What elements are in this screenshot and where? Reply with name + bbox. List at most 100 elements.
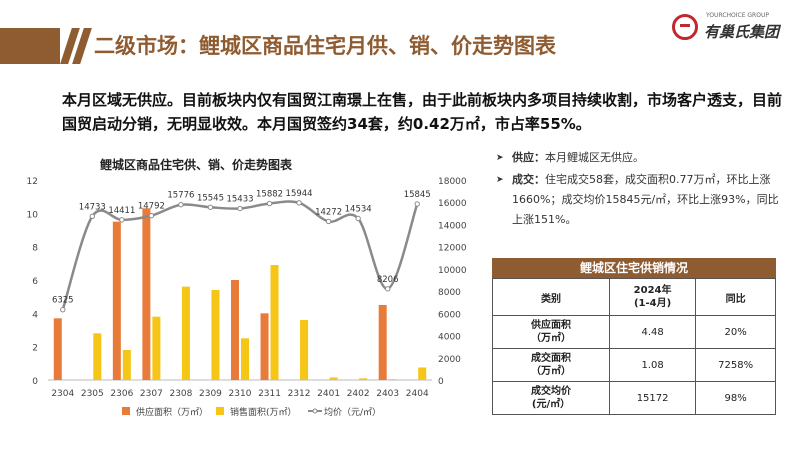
bar-supply bbox=[231, 280, 239, 380]
bar-sales bbox=[329, 377, 338, 380]
y-right-tick-label: 0 bbox=[438, 377, 444, 387]
bullet-key: 成交： bbox=[512, 173, 545, 186]
x-tick-label: 2305 bbox=[81, 389, 104, 399]
bullet-key: 供应： bbox=[512, 151, 545, 164]
bar-supply bbox=[112, 221, 121, 380]
legend-swatch bbox=[216, 407, 224, 415]
price-point bbox=[355, 215, 361, 222]
bar-sales bbox=[122, 350, 131, 380]
table-header-row: 类别 2024年 (1-4月) 同比 bbox=[492, 278, 776, 316]
supply-sales-table: 鲤城区住宅供销情况 类别 2024年 (1-4月) 同比 供应面积 （万㎡） 4… bbox=[492, 258, 776, 415]
x-tick-label: 2403 bbox=[376, 389, 399, 399]
bar-sales bbox=[388, 379, 397, 380]
bullet-text: 本月鲤城区无供应。 bbox=[545, 151, 644, 164]
row-label-main: 成交均价 bbox=[531, 386, 571, 397]
bar-sales bbox=[241, 338, 249, 380]
x-tick-label: 2404 bbox=[406, 389, 429, 399]
table-row: 成交均价 (元/㎡） 15172 98% bbox=[492, 381, 776, 415]
y-left-tick-label: 2 bbox=[32, 344, 38, 354]
y-left-tick-label: 4 bbox=[32, 310, 38, 320]
x-tick-label: 2308 bbox=[169, 389, 192, 399]
y-right-tick-label: 14000 bbox=[438, 221, 467, 231]
logo-chinese-text: 有巢氏集团 bbox=[704, 23, 780, 41]
bar-supply bbox=[378, 305, 387, 380]
price-data-label: 8206 bbox=[377, 275, 399, 285]
row-label: 供应面积 （万㎡） bbox=[492, 315, 610, 349]
header-yoy: 同比 bbox=[695, 278, 776, 316]
header-accent-bar bbox=[0, 28, 60, 64]
y-right-tick-label: 12000 bbox=[438, 244, 467, 254]
legend-label: 供应面积（万㎡） bbox=[136, 406, 208, 418]
bullet-supply: ➤ 供应：本月鲤城区无供应。 bbox=[496, 148, 786, 168]
header-year: 2024年 bbox=[633, 285, 672, 296]
y-left-tick-label: 6 bbox=[32, 277, 38, 287]
price-data-label: 15545 bbox=[197, 193, 224, 203]
x-tick-label: 2309 bbox=[199, 389, 222, 399]
row-label-main: 成交面积 bbox=[531, 353, 571, 364]
table-row: 成交面积 （万㎡） 1.08 7258% bbox=[492, 348, 776, 382]
price-data-label: 14733 bbox=[79, 202, 106, 212]
row-value: 4.48 bbox=[608, 315, 697, 349]
price-data-label: 15944 bbox=[286, 189, 313, 199]
company-logo: YOURCHOICE GROUP 有巢氏集团 bbox=[672, 10, 792, 46]
price-data-label: 15845 bbox=[404, 190, 431, 200]
x-tick-label: 2311 bbox=[258, 389, 281, 399]
data-table: 类别 2024年 (1-4月) 同比 供应面积 （万㎡） 4.48 20% 成交… bbox=[492, 278, 776, 415]
y-right-tick-label: 8000 bbox=[438, 288, 461, 298]
price-data-label: 14534 bbox=[345, 205, 372, 215]
page-header: 二级市场：鲤城区商品住宅月供、销、价走势图表 YOURCHOICE GROUP … bbox=[0, 0, 798, 74]
table-title: 鲤城区住宅供销情况 bbox=[492, 258, 776, 278]
page-title: 二级市场：鲤城区商品住宅月供、销、价走势图表 bbox=[94, 34, 556, 58]
arrow-bullet-icon: ➤ bbox=[496, 153, 504, 163]
row-label-unit: （万㎡） bbox=[531, 366, 571, 377]
x-tick-label: 2312 bbox=[288, 389, 311, 399]
x-tick-label: 2307 bbox=[140, 389, 163, 399]
trend-chart: 0 2 4 6 8 10 12 0 2000 4000 6000 8000 10000 12000 1400… bbox=[27, 177, 467, 418]
price-point bbox=[414, 201, 420, 207]
y-right-tick-label: 16000 bbox=[438, 199, 467, 209]
bar-sales bbox=[359, 378, 368, 380]
intro-paragraph: 本月区域无供应。目前板块内仅有国贸江南璟上在售，由于此前板块内多项目持续收割，市… bbox=[62, 91, 783, 133]
price-point bbox=[89, 213, 96, 219]
price-point bbox=[237, 205, 243, 212]
bullet-deal: ➤ 成交：住宅成交58套，成交面积0.77万㎡，环比上涨1660%；成交均价15… bbox=[496, 170, 786, 230]
bar-sales bbox=[270, 265, 279, 380]
price-data-label: 15882 bbox=[256, 190, 283, 200]
y-left-tick-label: 0 bbox=[32, 377, 38, 387]
arrow-bullet-icon: ➤ bbox=[496, 175, 504, 185]
price-point bbox=[60, 307, 66, 313]
price-point bbox=[296, 200, 302, 206]
bullet-text: 住宅成交58套，成交面积0.77万㎡，环比上涨1660%；成交均价15845元/… bbox=[512, 173, 779, 226]
bar-sales bbox=[152, 316, 161, 380]
row-yoy: 7258% bbox=[695, 348, 776, 382]
price-data-label: 6325 bbox=[52, 296, 74, 306]
logo-mark-icon bbox=[672, 14, 698, 40]
chart-title: 鲤城区商品住宅供、销、价走势图表 bbox=[100, 158, 293, 172]
row-label: 成交面积 （万㎡） bbox=[492, 348, 610, 382]
price-point bbox=[207, 204, 214, 210]
y-right-tick-label: 2000 bbox=[438, 355, 461, 365]
price-data-label: 14411 bbox=[108, 206, 135, 216]
x-tick-label: 2310 bbox=[229, 389, 252, 399]
y-right-tick-label: 10000 bbox=[438, 266, 467, 276]
price-point bbox=[178, 202, 184, 208]
summary-bullets: ➤ 供应：本月鲤城区无供应。 ➤ 成交：住宅成交58套，成交面积0.77万㎡，环… bbox=[496, 148, 786, 232]
price-data-label: 14272 bbox=[315, 207, 342, 217]
legend-label: 均价（元/㎡） bbox=[324, 406, 381, 418]
row-yoy: 98% bbox=[695, 381, 776, 415]
legend-swatch-marker bbox=[312, 408, 318, 414]
bar-supply bbox=[142, 208, 151, 380]
bar-sales bbox=[300, 320, 309, 380]
row-label-unit: (元/㎡） bbox=[531, 399, 571, 410]
header-period: 2024年 (1-4月) bbox=[608, 278, 697, 316]
bar-supply bbox=[53, 318, 62, 380]
row-value: 1.08 bbox=[608, 348, 697, 382]
bar-supply bbox=[260, 313, 269, 380]
row-label: 成交均价 (元/㎡） bbox=[492, 381, 610, 415]
row-value: 15172 bbox=[608, 381, 697, 415]
y-right-tick-label: 4000 bbox=[438, 333, 461, 343]
y-right-tick-label: 6000 bbox=[438, 310, 461, 320]
bar-sales bbox=[93, 333, 102, 380]
row-label-unit: （万㎡） bbox=[531, 333, 571, 344]
price-point bbox=[119, 217, 125, 223]
